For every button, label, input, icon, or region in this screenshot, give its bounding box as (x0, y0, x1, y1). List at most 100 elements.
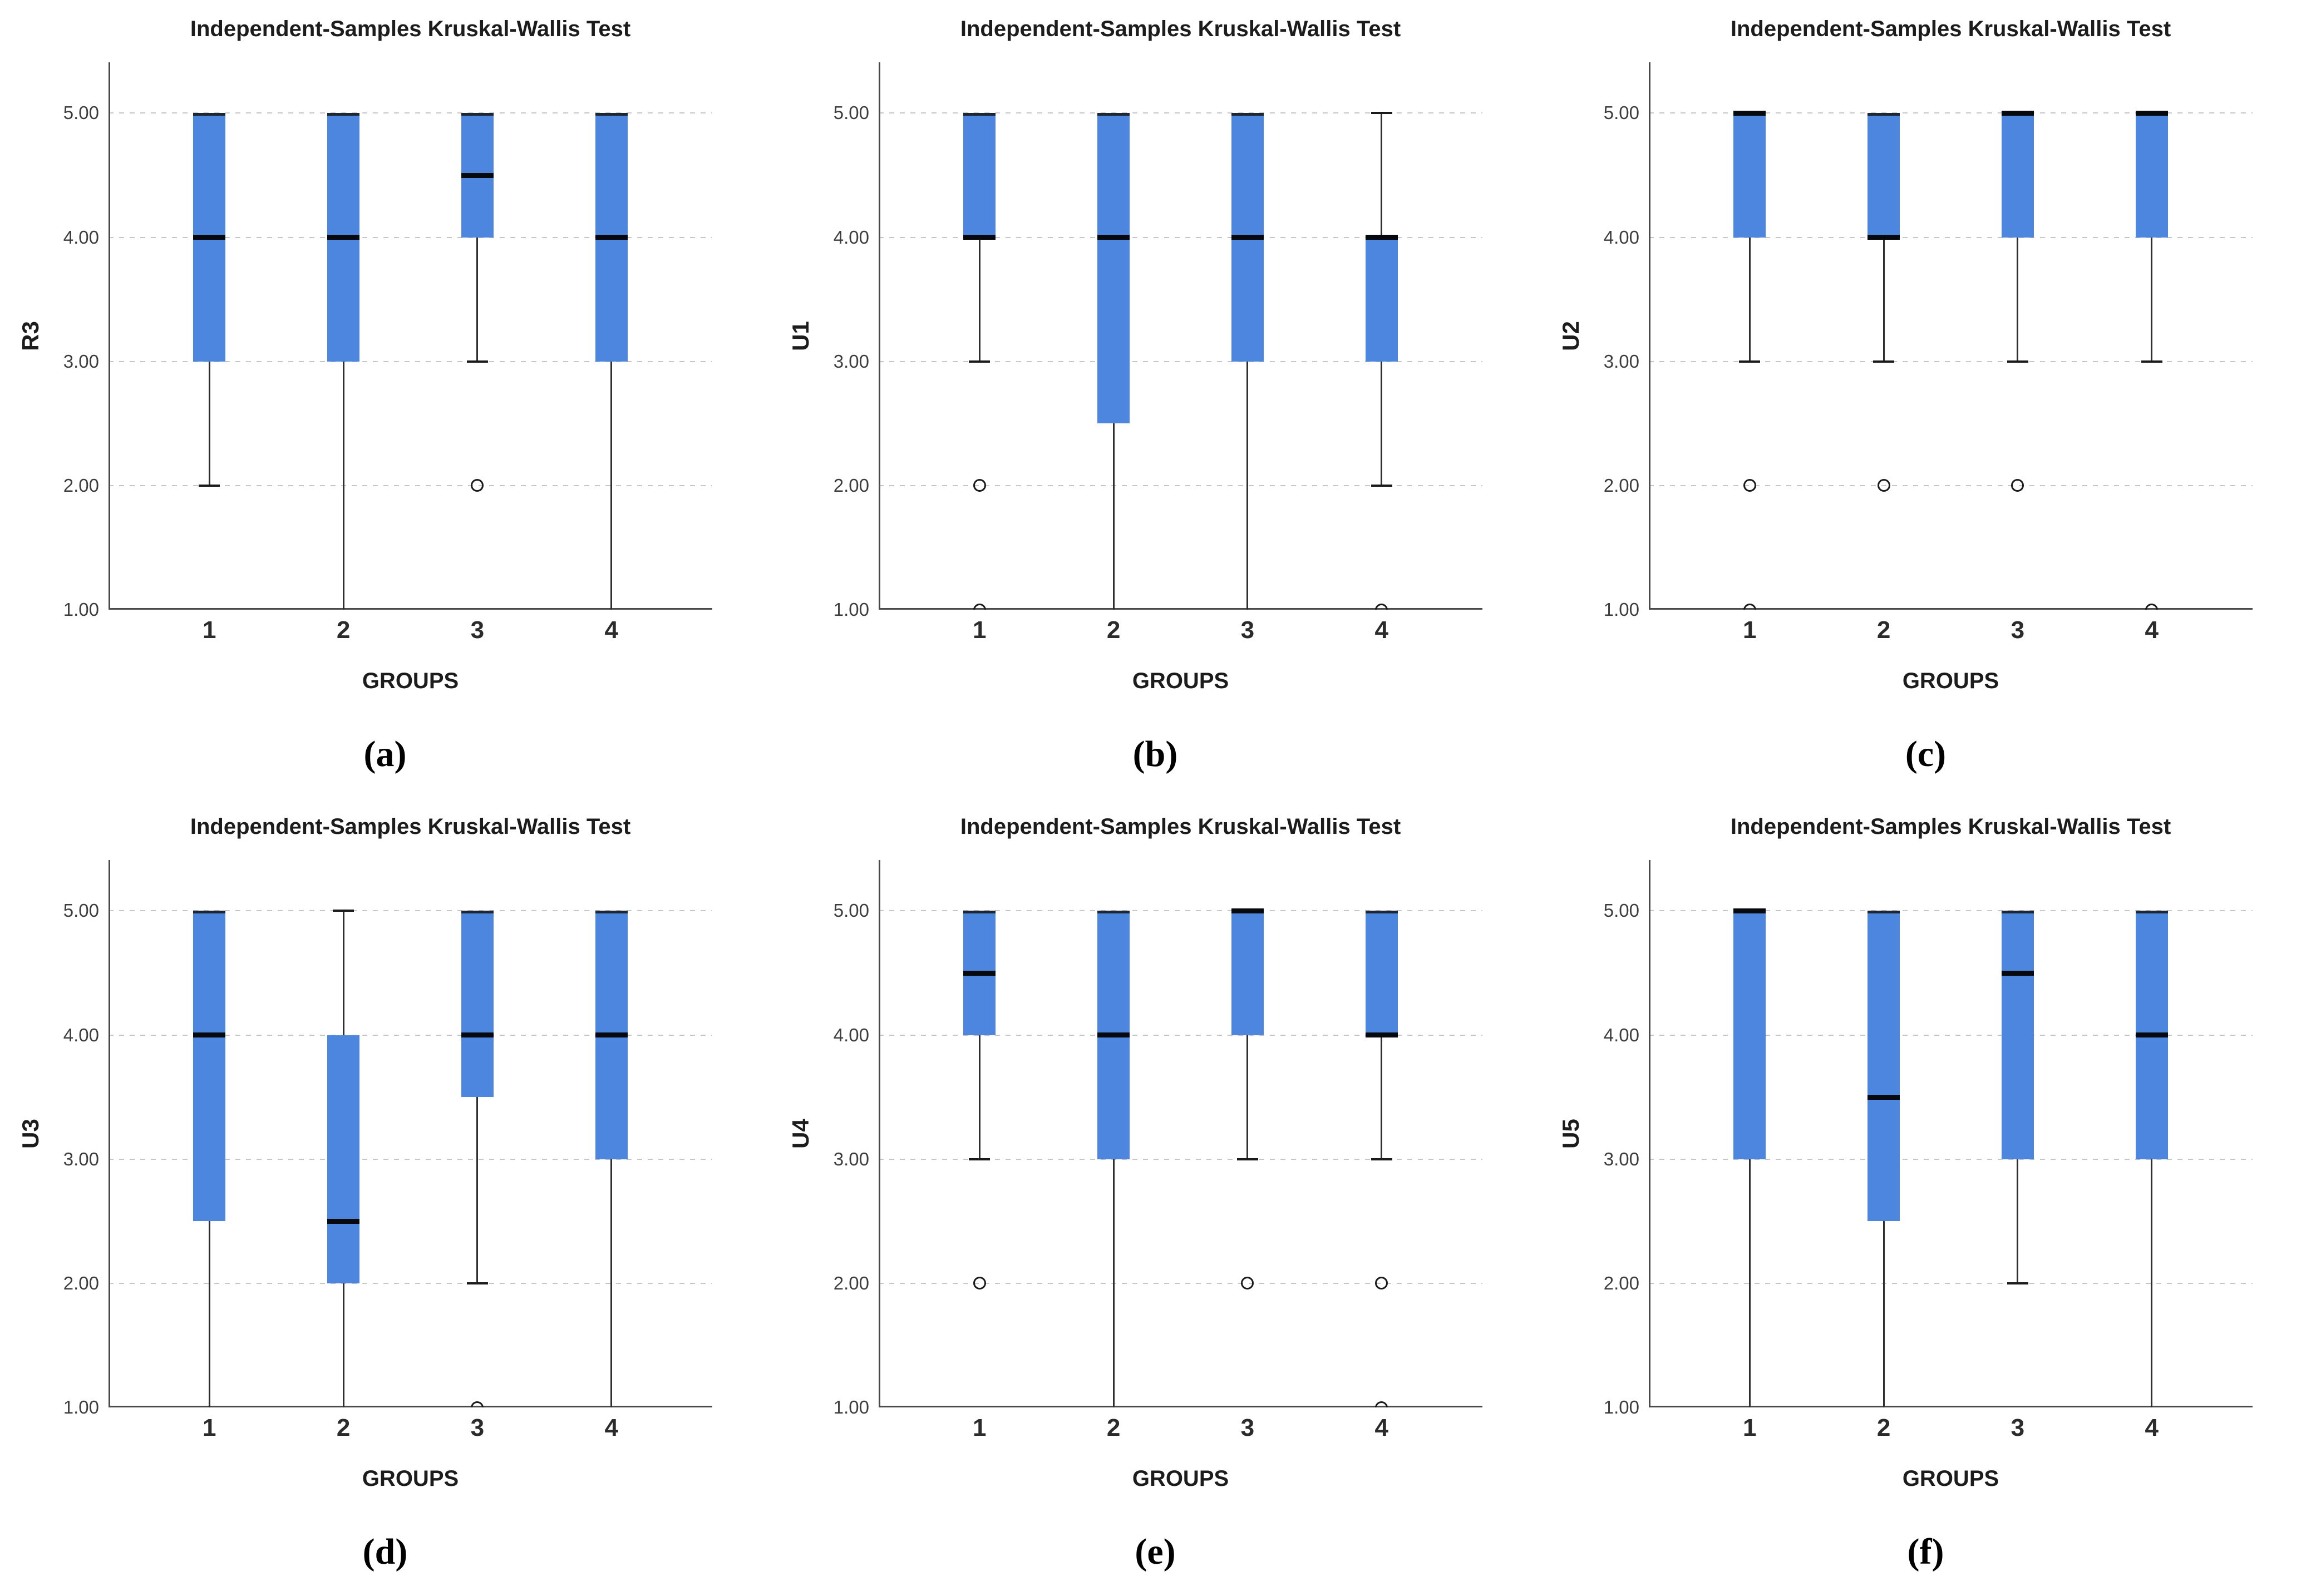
x-tick-row: 1 2 3 4 (879, 616, 1482, 645)
lower-whisker-line (476, 1097, 479, 1283)
x-tick-label: 3 (1240, 616, 1255, 644)
lower-whisker-cap (1739, 360, 1761, 363)
box-max-cap (1867, 911, 1900, 914)
gridline (1649, 360, 2253, 362)
median-line (461, 1032, 494, 1038)
gridline (1649, 112, 2253, 114)
panel-caption: (e) (1135, 1531, 1176, 1572)
gridline (879, 485, 1482, 486)
outlier-point (2145, 603, 2159, 610)
plot-area (109, 860, 712, 1407)
lower-whisker-line (610, 1159, 613, 1407)
gridline (109, 112, 712, 114)
box-max-cap (963, 113, 996, 116)
outlier-point (973, 1277, 986, 1290)
median-line (1097, 1032, 1130, 1038)
y-tick-label: 1.00 (833, 1397, 869, 1417)
panel-d: Independent-Samples Kruskal-Wallis Test … (0, 798, 770, 1596)
median-line (1867, 1094, 1900, 1100)
lower-whisker-cap (199, 484, 220, 487)
chart-title: Independent-Samples Kruskal-Wallis Test (1730, 814, 2171, 839)
box-max-cap (1231, 113, 1264, 116)
plot-area (879, 62, 1482, 610)
y-tick-label: 3.00 (1603, 1148, 1639, 1169)
median-line (1097, 235, 1130, 240)
x-tick-row: 1 2 3 4 (1649, 1414, 2253, 1443)
box-max-cap (2135, 911, 2168, 914)
gridline (879, 1034, 1482, 1036)
x-axis-title: GROUPS (1132, 1466, 1229, 1491)
y-tick-label: 3.00 (833, 1148, 869, 1169)
median-line (1231, 235, 1264, 240)
lower-whisker-line (1883, 1221, 1885, 1407)
x-tick-label: 4 (1374, 1414, 1389, 1441)
y-tick-label: 2.00 (1603, 1272, 1639, 1293)
median-line (1231, 908, 1264, 913)
x-tick-label: 3 (470, 616, 485, 644)
gridline (109, 236, 712, 238)
outlier-point (1743, 603, 1756, 610)
y-tick-label: 1.00 (833, 599, 869, 620)
lower-whisker-cap (2007, 360, 2028, 363)
median-line (1733, 110, 1766, 116)
x-axis-title: GROUPS (1902, 1466, 1999, 1491)
y-tick-label: 2.00 (63, 1272, 99, 1293)
median-line (595, 235, 628, 240)
x-tick-row: 1 2 3 4 (879, 1414, 1482, 1443)
lower-whisker-line (1748, 1159, 1751, 1407)
upper-whisker-line (1381, 113, 1383, 238)
y-tick-label: 4.00 (1603, 1024, 1639, 1045)
x-tick-label: 2 (336, 1414, 351, 1441)
gridline (1649, 1034, 2253, 1036)
panel-a: Independent-Samples Kruskal-Wallis Test … (0, 0, 770, 798)
y-axis-line (1649, 860, 1650, 1407)
plot-area (1649, 62, 2253, 610)
panel-b: Independent-Samples Kruskal-Wallis Test … (770, 0, 1540, 798)
box-max-cap (963, 911, 996, 914)
median-line (963, 970, 996, 976)
y-axis-title-wrap: U1 (776, 62, 826, 610)
y-tick-label: 4.00 (1603, 226, 1639, 248)
box (1365, 911, 1398, 1035)
outlier-point (1375, 603, 1388, 610)
x-tick-label: 4 (2145, 616, 2159, 644)
lower-whisker-cap (2007, 1282, 2028, 1284)
y-tick-label: 5.00 (1603, 900, 1639, 921)
panel-e: Independent-Samples Kruskal-Wallis Test … (770, 798, 1540, 1596)
y-axis-title: U2 (1557, 321, 1584, 351)
outlier-point (973, 603, 986, 610)
x-tick-label: 4 (2145, 1414, 2159, 1441)
box (963, 113, 996, 238)
lower-whisker-cap (969, 1158, 991, 1160)
y-tick-label: 5.00 (63, 102, 99, 123)
x-tick-label: 2 (1106, 1414, 1121, 1441)
gridline (879, 112, 1482, 114)
panel-f: Independent-Samples Kruskal-Wallis Test … (1540, 798, 2311, 1596)
median-line (1365, 235, 1398, 240)
x-tick-label: 1 (202, 616, 216, 644)
gridline (1649, 1282, 2253, 1284)
median-line (2001, 110, 2034, 116)
outlier-point (471, 1401, 484, 1407)
x-tick-label: 1 (1742, 1414, 1757, 1441)
box (327, 1035, 360, 1283)
x-axis-line (879, 1406, 1482, 1407)
lower-whisker-line (1246, 361, 1249, 610)
panel-caption: (c) (1905, 734, 1947, 774)
box-max-cap (193, 911, 226, 914)
lower-whisker-cap (1873, 360, 1895, 363)
outlier-point (973, 479, 986, 492)
lower-whisker-cap (969, 360, 991, 363)
y-tick-label: 2.00 (833, 1272, 869, 1293)
x-tick-label: 4 (604, 1414, 619, 1441)
lower-whisker-line (1112, 1159, 1115, 1407)
y-axis-title-wrap: R3 (6, 62, 56, 610)
y-axis-title: U5 (1557, 1119, 1584, 1149)
y-axis-title-wrap: U3 (6, 860, 56, 1407)
panel-caption: (b) (1132, 734, 1178, 774)
plot-area (879, 860, 1482, 1407)
y-tick-label: 3.00 (63, 350, 99, 372)
lower-whisker-line (978, 1035, 980, 1159)
plot-area (109, 62, 712, 610)
gridline (1649, 236, 2253, 238)
